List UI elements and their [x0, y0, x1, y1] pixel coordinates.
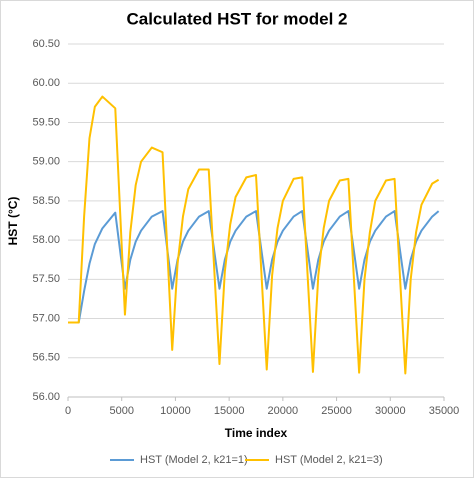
x-tick-label: 5000	[109, 405, 133, 417]
y-tick-label: 60.50	[32, 38, 60, 50]
series-line	[68, 95, 440, 375]
y-tick-label: 60.00	[32, 77, 60, 89]
x-axis-title: Time index	[225, 426, 288, 440]
y-tick-label: 58.50	[32, 195, 60, 207]
legend-label: HST (Model 2, k21=1)	[140, 454, 248, 466]
legend-label: HST (Model 2, k21=3)	[275, 454, 383, 466]
y-axis-title: HST (°C)	[6, 197, 20, 246]
y-tick-label: 56.00	[32, 391, 60, 403]
x-tick-label: 35000	[429, 405, 460, 417]
y-tick-label: 56.50	[32, 352, 60, 364]
y-tick-label: 57.50	[32, 273, 60, 285]
chart-title: Calculated HST for model 2	[126, 9, 347, 28]
x-tick-label: 15000	[214, 405, 245, 417]
y-tick-label: 59.50	[32, 116, 60, 128]
x-tick-label: 0	[65, 405, 71, 417]
y-tick-label: 58.00	[32, 234, 60, 246]
x-tick-label: 20000	[268, 405, 299, 417]
x-tick-label: 10000	[160, 405, 191, 417]
series-line	[68, 210, 440, 324]
y-tick-label: 59.00	[32, 156, 60, 168]
y-tick-label: 57.00	[32, 312, 60, 324]
x-tick-label: 25000	[321, 405, 352, 417]
x-tick-label: 30000	[375, 405, 406, 417]
